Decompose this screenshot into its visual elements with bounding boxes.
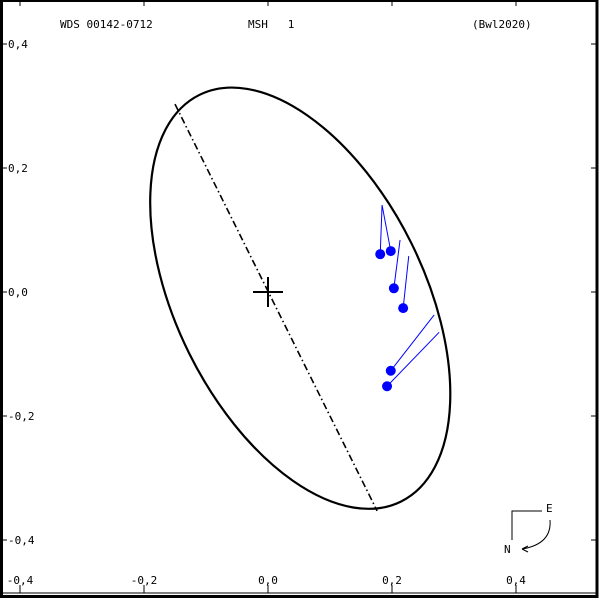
line-of-apsides [174,103,378,512]
observation-point [388,283,399,294]
observation-point [385,246,396,257]
residual-line [402,255,410,309]
residual-line [379,205,383,255]
residual-line [393,239,401,289]
axis-tick-labels: -0,4 -0,2 0,0 0,2 0,4 0,4 0,2 0,0 -0,2 -0,4 [7,38,527,587]
y-tick-label: 0,4 [8,38,28,51]
residual-line [381,205,392,252]
y-tick-label: 0,0 [8,286,28,299]
observation-point [375,249,386,260]
compass-axes-icon [511,510,542,540]
residual-line [390,314,435,372]
wds-id-label: WDS 00142-0712 [60,18,153,31]
compass-north-label: N [504,543,511,556]
residual-line [386,331,440,387]
x-tick-label: 0,4 [506,574,526,587]
observation-point [398,303,409,314]
y-tick-label: -0,2 [8,410,35,423]
compass-arrow-icon [521,519,551,553]
reference-label: (Bwl2020) [472,18,532,31]
observation-point [382,381,393,392]
y-tick-label: 0,2 [8,162,28,175]
compass-east-label: E [546,502,553,515]
orbit-ellipse [149,86,452,510]
compass: E N [504,502,553,556]
observation-points [375,205,440,392]
y-tick-label: -0,4 [8,534,35,547]
observation-point [385,365,396,376]
x-tick-label: 0,2 [382,574,402,587]
x-tick-label: -0,2 [131,574,158,587]
discoverer-label: MSH 1 [248,18,294,31]
x-tick-label: -0,4 [7,574,34,587]
x-tick-label: 0,0 [258,574,278,587]
primary-star-cross-icon [253,277,283,307]
